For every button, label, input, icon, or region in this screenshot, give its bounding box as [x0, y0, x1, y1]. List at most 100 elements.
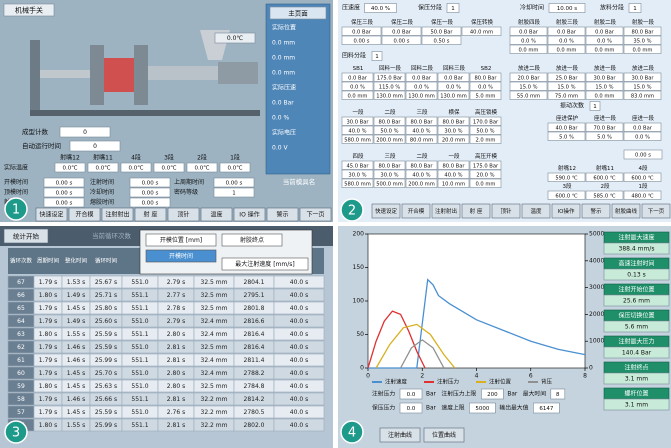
button[interactable]: 温度 [530, 207, 542, 215]
readout-label: 注射终点 [624, 364, 648, 372]
button-box[interactable] [35, 207, 68, 222]
barrel-temp: 0.0℃ [227, 35, 244, 42]
button-box[interactable] [371, 203, 401, 219]
value: 0.00 s [56, 181, 73, 187]
button-box[interactable] [423, 427, 465, 443]
value-box [341, 35, 382, 45]
button[interactable]: 下一页 [306, 212, 324, 219]
button-box[interactable] [167, 207, 200, 222]
temp-header: 4段 [131, 154, 141, 162]
popup-option-box[interactable] [145, 233, 217, 247]
button[interactable]: 统计开始 [13, 232, 40, 241]
button[interactable]: 顶针 [177, 211, 189, 219]
button[interactable]: 下一页 [648, 208, 665, 215]
field-label: Bar [426, 406, 437, 412]
value: 30.0 Bar [631, 75, 654, 81]
value: 0.0℃ [96, 165, 111, 172]
value-box [585, 26, 624, 36]
button-box[interactable] [299, 207, 332, 222]
popup-option[interactable]: 射胶终点 [240, 236, 264, 244]
value: 40.0 % [444, 172, 462, 178]
button[interactable]: 注射射出 [105, 211, 129, 219]
button[interactable]: 快速设定 [39, 211, 63, 219]
value-box [405, 134, 438, 144]
button[interactable]: 顶针 [500, 207, 512, 215]
y2-tick-label: 1000 [589, 338, 604, 345]
button-box[interactable] [461, 203, 491, 219]
button-box[interactable] [611, 203, 641, 219]
popup-option-box[interactable] [221, 233, 283, 247]
button[interactable]: 注射曲线 [388, 431, 412, 439]
button-box[interactable] [431, 203, 461, 219]
value: 80.0 Bar [410, 119, 433, 125]
value-box [373, 116, 406, 126]
value: 40.0 s [290, 422, 308, 429]
button-box[interactable] [491, 203, 521, 219]
readout-label: 螺杆位置 [624, 390, 648, 398]
series-line [375, 323, 456, 369]
value: 1.55 s [67, 422, 85, 429]
button-box[interactable] [401, 203, 431, 219]
column-header: 回料二段 [411, 64, 434, 72]
value-box [437, 134, 470, 144]
button[interactable]: 开合模 [408, 207, 425, 215]
value: 80.0 Bar [474, 75, 497, 81]
value-box [509, 35, 548, 45]
value: 25.59 s [95, 331, 117, 338]
popup-option-box[interactable] [145, 249, 217, 263]
button-box[interactable] [200, 207, 233, 222]
button-box[interactable] [551, 203, 581, 219]
value: 63 [17, 331, 25, 338]
field-label: 保压分段 [418, 4, 442, 12]
value: 0.0 [407, 406, 416, 412]
button-box[interactable] [134, 207, 167, 222]
value-box [373, 81, 406, 91]
y2-tick-label: 5000 [589, 231, 604, 238]
button-box[interactable] [68, 207, 101, 222]
readout-value-box [603, 346, 670, 359]
column-header: 保压三段 [351, 18, 374, 26]
button-box[interactable] [3, 228, 49, 244]
value: 2811.4 [244, 357, 265, 364]
button-box[interactable] [233, 207, 266, 222]
button[interactable]: IO操作 [558, 207, 575, 215]
button-box[interactable] [581, 203, 611, 219]
button[interactable]: 射 座 [470, 207, 483, 215]
button[interactable]: IO 操作 [239, 211, 259, 219]
popup-option[interactable]: 最大注射速度 [mm/s] [235, 260, 294, 268]
button[interactable]: 快速设定 [375, 207, 398, 215]
button-box[interactable] [379, 427, 421, 443]
value: 2.80 s [167, 331, 185, 338]
value: 35.0 % [633, 38, 651, 44]
value: 1.46 s [67, 344, 85, 351]
button[interactable]: 温度 [210, 211, 222, 219]
value-box [421, 35, 462, 45]
value: 32.2 mm [201, 409, 228, 416]
value: 40.0 s [290, 305, 308, 312]
series-line [368, 278, 586, 369]
value-box [43, 187, 85, 198]
button[interactable]: 警示 [276, 211, 288, 219]
value: 1.79 s [39, 357, 57, 364]
button-box[interactable] [521, 203, 551, 219]
button[interactable]: 警示 [590, 207, 602, 215]
value: 2.79 s [167, 318, 185, 325]
value: 0.0 mm [632, 47, 652, 53]
column-header: 二段 [416, 152, 428, 160]
value-box [59, 126, 111, 138]
button-box[interactable] [101, 207, 134, 222]
button[interactable]: 位置曲线 [432, 431, 456, 439]
button[interactable]: 开合模 [75, 211, 93, 219]
popup-option[interactable]: 开模位置 [mm] [160, 236, 202, 244]
value-box [341, 72, 374, 82]
value: 1.49 s [67, 318, 85, 325]
button[interactable]: 射胶曲线 [615, 207, 638, 215]
button[interactable]: 射 座 [144, 211, 158, 219]
popup-option[interactable]: 开模时间 [169, 252, 193, 260]
value-box [585, 122, 624, 132]
value: 175.0 Bar [377, 75, 403, 81]
button-box[interactable] [266, 207, 299, 222]
popup-option-box[interactable] [221, 257, 309, 271]
button-box[interactable] [641, 203, 671, 219]
button[interactable]: 注射射出 [435, 207, 457, 215]
